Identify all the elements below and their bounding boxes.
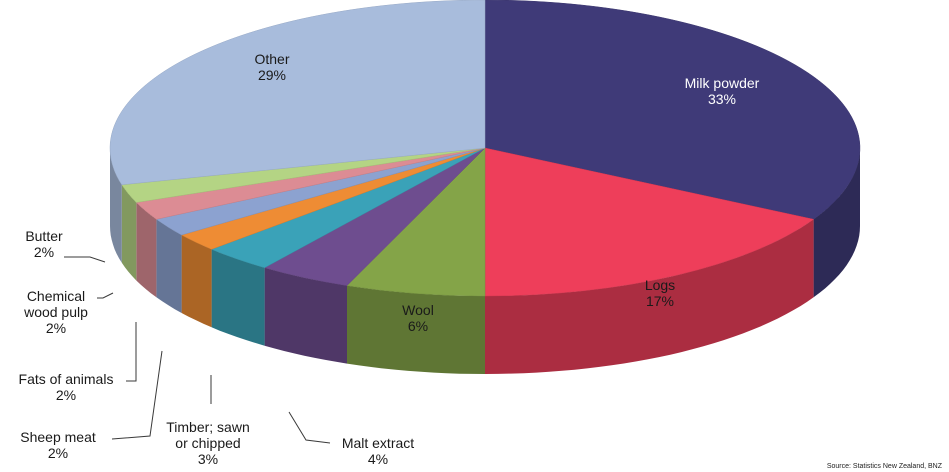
slice-label-sheep-meat: Sheep meat 2% bbox=[20, 429, 96, 461]
slice-name-sheep-meat: Sheep meat bbox=[20, 429, 96, 445]
slice-name-logs: Logs bbox=[645, 277, 675, 293]
slice-value-malt-extract: 4% bbox=[368, 451, 388, 467]
slice-value-chemical-wood-pulp: 2% bbox=[46, 320, 66, 336]
pie-tops bbox=[109, 0, 861, 297]
slice-label-wool: Wool 6% bbox=[402, 302, 434, 334]
slice-name-chemical-wood-pulp: Chemical bbox=[27, 288, 85, 304]
pie-side-logs bbox=[485, 219, 814, 374]
leader-line-butter bbox=[64, 256, 106, 263]
source-note: Source: Statistics New Zealand, BNZ bbox=[827, 463, 943, 470]
leader-line-fats-of-animals bbox=[126, 322, 137, 382]
pie-sides bbox=[110, 148, 860, 374]
slice-name-chemical-wood-pulp: wood pulp bbox=[23, 304, 88, 320]
leader-line-chemical-wood-pulp bbox=[97, 292, 114, 299]
leader-line-sheep-meat bbox=[111, 350, 163, 440]
pie-side-butter bbox=[121, 184, 137, 281]
slice-name-milk-powder: Milk powder bbox=[685, 75, 760, 91]
slice-label-milk-powder: Milk powder 33% bbox=[685, 75, 760, 107]
slice-value-logs: 17% bbox=[646, 293, 674, 309]
pie-slice-milk-powder bbox=[484, 0, 861, 220]
slice-name-butter: Butter bbox=[25, 228, 63, 244]
slice-label-fats-of-animals: Fats of animals 2% bbox=[19, 371, 114, 403]
slice-label-malt-extract: Malt extract 4% bbox=[342, 435, 414, 467]
slice-label-timber-sawn-or-chipped: Timber; sawn or chipped 3% bbox=[166, 419, 250, 467]
slice-value-other: 29% bbox=[258, 67, 286, 83]
slice-name-other: Other bbox=[254, 51, 289, 67]
pie-side-sheep-meat bbox=[181, 235, 212, 328]
pie-slice-other bbox=[109, 0, 486, 186]
pie-side-other bbox=[110, 148, 122, 263]
slice-value-timber-sawn-or-chipped: 3% bbox=[198, 451, 218, 467]
slice-label-logs: Logs 17% bbox=[645, 277, 675, 309]
pie-side-wool bbox=[347, 285, 485, 374]
pie-side-chemical-wood-pulp bbox=[136, 202, 157, 298]
slice-label-butter: Butter 2% bbox=[25, 228, 63, 260]
pie-side-malt-extract bbox=[264, 267, 347, 364]
slice-label-other: Other 29% bbox=[254, 51, 289, 83]
pie-side-fats-of-animals bbox=[156, 219, 182, 313]
pie-slice-logs bbox=[484, 147, 815, 297]
slice-name-malt-extract: Malt extract bbox=[342, 435, 414, 451]
slice-name-timber-sawn-or-chipped: or chipped bbox=[175, 435, 240, 451]
slice-value-butter: 2% bbox=[34, 244, 54, 260]
pie-side-timber-sawn-or-chipped bbox=[211, 249, 265, 346]
leader-line-malt-extract bbox=[288, 411, 331, 444]
slice-value-sheep-meat: 2% bbox=[48, 445, 68, 461]
slice-label-chemical-wood-pulp: Chemical wood pulp 2% bbox=[23, 288, 88, 336]
slice-name-wool: Wool bbox=[402, 302, 434, 318]
slice-name-timber-sawn-or-chipped: Timber; sawn bbox=[166, 419, 250, 435]
slice-value-fats-of-animals: 2% bbox=[56, 387, 76, 403]
slice-value-wool: 6% bbox=[408, 318, 428, 334]
slice-value-milk-powder: 33% bbox=[708, 91, 736, 107]
slice-name-fats-of-animals: Fats of animals bbox=[19, 371, 114, 387]
pie-side-milk-powder bbox=[813, 148, 860, 298]
pie-slice-wool bbox=[346, 147, 486, 297]
pie-labels: Milk powder 33% Logs 17% Wool 6% Malt extract 4… bbox=[19, 51, 760, 467]
